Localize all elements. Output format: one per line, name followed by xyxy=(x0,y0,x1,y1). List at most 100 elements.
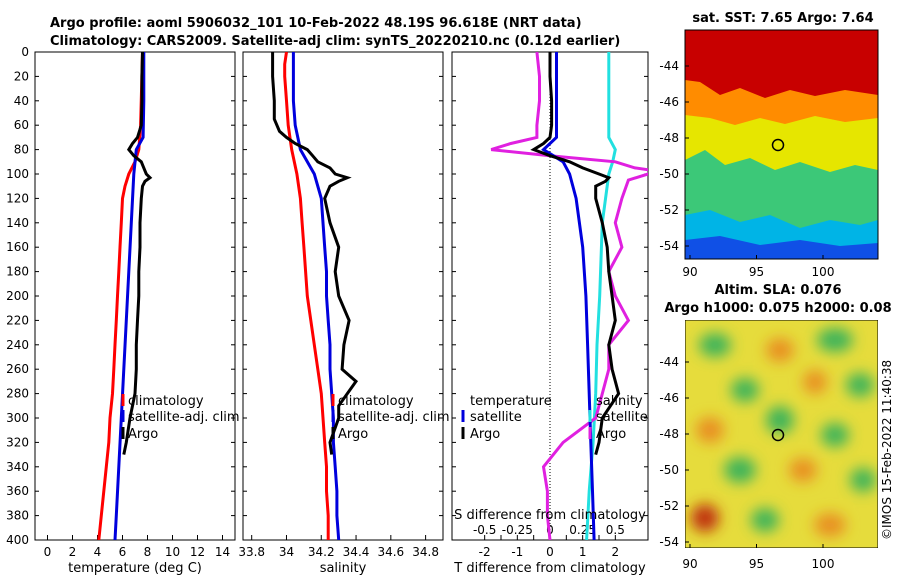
salinity-axis-ticks: 33.8 34 34.2 34.4 34.6 34.8 xyxy=(238,535,439,559)
x-tick-label: 34.8 xyxy=(412,545,439,559)
difference-x2-label: S difference from climatology xyxy=(454,508,646,523)
depth-tick-label: 60 xyxy=(14,118,29,132)
sst-map xyxy=(684,29,879,260)
x-tick-label: 1 xyxy=(579,545,587,559)
depth-tick-label: 320 xyxy=(6,435,29,449)
map-lat-tick-label: -46 xyxy=(659,95,679,109)
salinity-x-label: salinity xyxy=(320,561,367,576)
legend-temperature-heading: temperature xyxy=(470,394,552,409)
salinity-panel xyxy=(242,51,444,541)
legend-t-satellite-label: satellite xyxy=(470,410,522,425)
salinity-argo-line xyxy=(271,52,359,455)
map-lon-tick-label: 95 xyxy=(749,557,764,571)
depth-tick-label: 0 xyxy=(21,45,29,59)
x-tick-label: 34.6 xyxy=(377,545,404,559)
difference-legend: temperature satellite Argo salinity sate… xyxy=(461,394,648,442)
legend-s-argo-label: Argo xyxy=(596,427,626,442)
x-tick-label: 0 xyxy=(44,545,52,559)
legend-argo-label: Argo xyxy=(338,427,368,442)
depth-tick-label: 120 xyxy=(6,191,29,205)
x-tick-label: 0 xyxy=(546,545,554,559)
map-lon-tick-label: 100 xyxy=(812,557,835,571)
map-lat-tick-label: -50 xyxy=(659,167,679,181)
legend-argo-label: Argo xyxy=(128,427,158,442)
depth-tick-label: 160 xyxy=(6,240,29,254)
depth-tick-label: 280 xyxy=(6,387,29,401)
x2-tick-label: -0.25 xyxy=(502,523,533,537)
map-lat-tick-label: -54 xyxy=(659,535,679,549)
x-tick-label: 12 xyxy=(190,545,205,559)
header-line-2: Climatology: CARS2009. Satellite-adj cli… xyxy=(50,34,620,49)
sla-panel-title-1: Altim. SLA: 0.076 xyxy=(715,283,842,298)
x-tick-label: -2 xyxy=(479,545,491,559)
x-tick-label: 10 xyxy=(165,545,180,559)
depth-tick-label: 100 xyxy=(6,167,29,181)
x-tick-label: 34 xyxy=(279,545,294,559)
map-lon-tick-label: 100 xyxy=(812,265,835,279)
depth-tick-label: 80 xyxy=(14,143,29,157)
difference-temperature-argo-line xyxy=(530,52,621,455)
map-lat-tick-label: -48 xyxy=(659,427,679,441)
map-lat-tick-label: -48 xyxy=(659,131,679,145)
salinity-satellite-line xyxy=(291,52,341,540)
map-lon-tick-label: 90 xyxy=(682,265,697,279)
map-lat-tick-label: -52 xyxy=(659,203,679,217)
sst-panel-title: sat. SST: 7.65 Argo: 7.64 xyxy=(692,11,873,26)
difference-salinity-argo-line xyxy=(490,52,648,540)
map-lat-tick-label: -52 xyxy=(659,499,679,513)
salinity-legend: climatology satellite-adj. clim Argo xyxy=(331,394,450,442)
x-tick-label: 34.4 xyxy=(343,545,370,559)
x-tick-label: 2 xyxy=(69,545,77,559)
depth-tick-label: 200 xyxy=(6,289,29,303)
legend-s-satellite-label: satellite xyxy=(596,410,648,425)
difference-temperature-satellite-line xyxy=(541,52,596,540)
x-tick-label: -1 xyxy=(511,545,523,559)
depth-tick-label: 220 xyxy=(6,313,29,327)
map-lat-tick-label: -46 xyxy=(659,391,679,405)
depth-tick-label: 180 xyxy=(6,265,29,279)
temperature-legend: climatology satellite-adj. clim Argo xyxy=(121,394,240,442)
map-lat-tick-label: -44 xyxy=(659,59,679,73)
depth-tick-label: 20 xyxy=(14,69,29,83)
sla-panel-title-2: Argo h1000: 0.075 h2000: 0.08 xyxy=(664,301,891,316)
map-lat-tick-label: -54 xyxy=(659,239,679,253)
depth-tick-label: 340 xyxy=(6,460,29,474)
x-tick-label: 14 xyxy=(215,545,230,559)
x-tick-label: 6 xyxy=(119,545,127,559)
legend-satellite-label: satellite-adj. clim xyxy=(128,410,240,425)
header-line-1: Argo profile: aoml 5906032_101 10-Feb-20… xyxy=(50,16,582,31)
temperature-satellite-line xyxy=(113,52,146,540)
argo-location-marker xyxy=(771,138,785,152)
map-lon-tick-label: 95 xyxy=(749,265,764,279)
legend-t-argo-label: Argo xyxy=(470,427,500,442)
temperature-x-label: temperature (deg C) xyxy=(68,561,202,576)
depth-tick-label: 240 xyxy=(6,338,29,352)
temperature-axis-ticks: 0 2 4 6 8 10 12 14 xyxy=(44,535,230,559)
x-tick-label: 33.8 xyxy=(238,545,265,559)
imos-watermark: ©IMOS 15-Feb-2022 11:40:38 xyxy=(880,360,894,540)
legend-satellite-label: satellite-adj. clim xyxy=(338,410,450,425)
salinity-climatology-line xyxy=(283,52,330,540)
legend-salinity-heading: salinity xyxy=(596,394,643,409)
map-lat-tick-label: -44 xyxy=(659,355,679,369)
x-tick-label: 8 xyxy=(144,545,152,559)
x2-tick-label: 0.25 xyxy=(569,523,596,537)
x2-tick-label: -0.5 xyxy=(473,523,496,537)
depth-tick-label: 380 xyxy=(6,509,29,523)
x-tick-label: 4 xyxy=(94,545,102,559)
depth-tick-label: 260 xyxy=(6,362,29,376)
map-lon-tick-label: 90 xyxy=(682,557,697,571)
temperature-argo-line xyxy=(122,52,153,455)
legend-climatology-label: climatology xyxy=(128,394,204,409)
difference-x-label: T difference from climatology xyxy=(453,561,646,576)
x-tick-label: 34.2 xyxy=(308,545,335,559)
depth-axis-ticks: 0 20 40 60 80 100 120 140 160 180 200 220 240 260 280 3… xyxy=(6,45,648,547)
depth-tick-label: 300 xyxy=(6,411,29,425)
temperature-panel xyxy=(34,51,236,541)
x-tick-label: 2 xyxy=(612,545,620,559)
sla-map xyxy=(685,320,878,548)
legend-climatology-label: climatology xyxy=(338,394,414,409)
